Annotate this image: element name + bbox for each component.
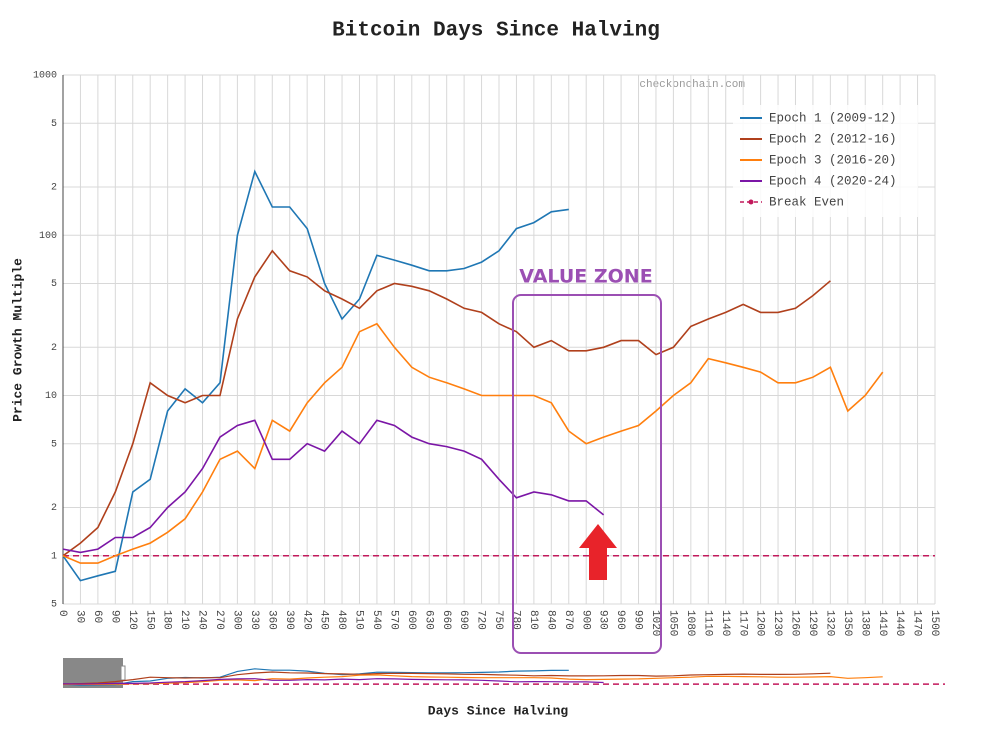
x-tick-label: 420: [300, 610, 312, 630]
y-tick-label: 1: [51, 551, 57, 562]
y-tick-label: 5: [51, 279, 57, 290]
x-tick-label: 90: [108, 610, 120, 623]
y-tick-label: 1000: [33, 71, 57, 82]
x-tick-label: 1260: [789, 610, 801, 636]
y-tick-label: 5: [51, 600, 57, 611]
rangeslider-line: [62, 674, 883, 685]
y-tick-label: 5: [51, 119, 57, 130]
series-line: [62, 419, 605, 554]
value-zone-box: [512, 294, 662, 654]
arrow: [579, 524, 617, 580]
x-tick-label: 120: [126, 610, 138, 630]
x-tick-label: 360: [265, 610, 277, 630]
x-tick-label: 1350: [841, 610, 853, 636]
x-tick-label: 720: [475, 610, 487, 630]
x-tick-label: 150: [143, 610, 155, 630]
x-tick-label: 990: [632, 610, 644, 630]
x-tick-label: 390: [283, 610, 295, 630]
y-tick-label: 2: [51, 183, 57, 194]
x-tick-label: 630: [422, 610, 434, 630]
x-tick-label: 690: [457, 610, 469, 630]
y-tick-label: 100: [39, 231, 57, 242]
x-tick-label: 270: [213, 610, 225, 630]
rangeslider-line: [62, 671, 831, 685]
legend-box: [733, 105, 918, 217]
series-line: [62, 169, 569, 582]
y-tick-label: 10: [45, 391, 57, 402]
x-tick-label: 210: [178, 610, 190, 630]
x-tick-label: 1110: [701, 610, 713, 636]
x-tick-label: 540: [370, 610, 382, 630]
y-axis-title: Price Growth Multiple: [10, 258, 25, 422]
x-tick-label: 960: [614, 610, 626, 630]
x-tick-label: 810: [527, 610, 539, 630]
legend-label: Epoch 4 (2020-24): [769, 174, 897, 188]
legend-marker: [748, 199, 754, 205]
x-tick-label: 870: [562, 610, 574, 630]
y-tick-label: 2: [51, 503, 57, 514]
watermark: checkonchain.com: [639, 79, 745, 91]
x-tick-label: 0: [56, 610, 68, 617]
x-tick-label: 930: [597, 610, 609, 630]
x-tick-label: 660: [440, 610, 452, 630]
x-tick-label: 1080: [684, 610, 696, 636]
series-line: [62, 249, 831, 557]
x-axis-title: Days Since Halving: [428, 703, 569, 718]
legend-label: Epoch 3 (2016-20): [769, 153, 897, 167]
x-tick-label: 1140: [719, 610, 731, 636]
value-zone-label: VALUE ZONE: [519, 266, 652, 288]
x-tick-label: 1230: [771, 610, 783, 636]
legend-label: Epoch 2 (2012-16): [769, 132, 897, 146]
y-tick-label: 5: [51, 439, 57, 450]
x-tick-label: 1470: [911, 610, 923, 636]
series-line: [62, 322, 884, 564]
x-tick-label: 1020: [649, 610, 661, 636]
x-tick-label: 750: [492, 610, 504, 630]
x-tick-label: 1320: [823, 610, 835, 636]
x-tick-label: 780: [510, 610, 522, 630]
rangeslider-line: [62, 678, 604, 685]
x-tick-label: 510: [353, 610, 365, 630]
x-tick-label: 600: [405, 610, 417, 630]
x-tick-label: 840: [544, 610, 556, 630]
chart-title: Bitcoin Days Since Halving: [332, 20, 660, 43]
x-tick-label: 60: [91, 610, 103, 623]
x-tick-label: 180: [161, 610, 173, 630]
x-tick-label: 450: [318, 610, 330, 630]
x-tick-label: 1500: [928, 610, 940, 636]
y-tick-label: 2: [51, 343, 57, 354]
x-tick-label: 900: [579, 610, 591, 630]
x-tick-label: 330: [248, 610, 260, 630]
x-tick-label: 1440: [893, 610, 905, 636]
rangeslider-line: [62, 668, 569, 686]
x-tick-label: 300: [230, 610, 242, 630]
rangeslider-handle[interactable]: [120, 665, 126, 681]
x-tick-label: 1050: [666, 610, 678, 636]
x-tick-label: 1200: [754, 610, 766, 636]
x-tick-label: 1290: [806, 610, 818, 636]
x-tick-label: 240: [196, 610, 208, 630]
legend-label: Epoch 1 (2009-12): [769, 111, 897, 125]
x-tick-label: 30: [74, 610, 86, 623]
x-tick-label: 570: [387, 610, 399, 630]
x-tick-label: 1410: [876, 610, 888, 636]
x-tick-label: 1170: [736, 610, 748, 636]
x-tick-label: 480: [335, 610, 347, 630]
legend-label: Break Even: [769, 195, 844, 209]
x-tick-label: 1380: [858, 610, 870, 636]
